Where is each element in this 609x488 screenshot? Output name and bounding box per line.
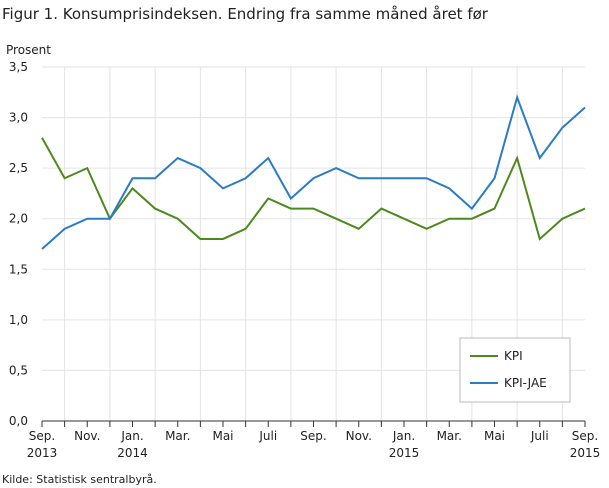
y-tick-label: 3,0 — [9, 111, 28, 125]
x-tick-label: Juli — [530, 429, 549, 443]
series-line — [41, 137, 586, 241]
x-tick-label: Sep. 2015 — [570, 429, 601, 460]
x-tick-label: Mar. — [165, 429, 190, 443]
x-tick-label: Jan. 2014 — [117, 429, 148, 460]
y-tick-label: 2,5 — [9, 161, 28, 175]
source: Kilde: Statistisk sentralbyrå. — [2, 473, 157, 486]
y-tick-label: 0,5 — [9, 363, 28, 377]
series-line — [41, 94, 586, 250]
x-tick-label: Mar. — [437, 429, 462, 443]
legend-label: KPI — [504, 349, 523, 363]
y-tick-label: 1,5 — [9, 262, 28, 276]
y-tick-label: 3,5 — [9, 60, 28, 74]
x-tick-label: Sep. 2013 — [27, 429, 58, 460]
y-tick-label: 0,0 — [9, 414, 28, 428]
legend-box — [459, 337, 571, 403]
y-axis-label: Prosent — [6, 43, 51, 57]
legend-label: KPI-JAE — [504, 376, 547, 390]
x-tick-label: Mai — [484, 429, 505, 443]
y-tick-label: 2,0 — [9, 212, 28, 226]
x-tick-label: Juli — [258, 429, 277, 443]
chart-title: Figur 1. Konsumprisindeksen. Endring fra… — [2, 5, 489, 23]
x-tick-label: Mai — [212, 429, 233, 443]
x-tick-label: Sep. — [300, 429, 326, 443]
y-tick-label: 1,0 — [9, 313, 28, 327]
x-tick-label: Nov. — [346, 429, 372, 443]
x-tick-label: Nov. — [74, 429, 100, 443]
x-tick-label: Jan. 2015 — [389, 429, 420, 460]
